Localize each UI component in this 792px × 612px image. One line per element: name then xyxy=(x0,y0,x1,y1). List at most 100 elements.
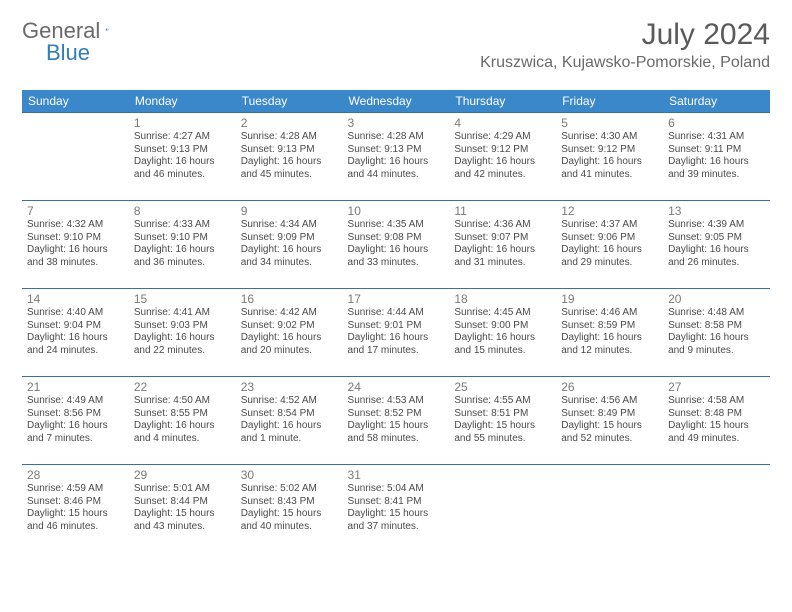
day-number: 14 xyxy=(27,292,124,306)
day-info: Sunrise: 4:32 AMSunset: 9:10 PMDaylight:… xyxy=(27,219,124,269)
day-info: Sunrise: 4:28 AMSunset: 9:13 PMDaylight:… xyxy=(241,131,338,181)
day-info: Sunrise: 4:42 AMSunset: 9:02 PMDaylight:… xyxy=(241,307,338,357)
day-number: 9 xyxy=(241,204,338,218)
day-number: 3 xyxy=(348,116,445,130)
calendar-cell xyxy=(556,465,663,553)
calendar-cell: 12Sunrise: 4:37 AMSunset: 9:06 PMDayligh… xyxy=(556,201,663,289)
calendar-cell: 1Sunrise: 4:27 AMSunset: 9:13 PMDaylight… xyxy=(129,113,236,201)
day-info: Sunrise: 4:58 AMSunset: 8:48 PMDaylight:… xyxy=(668,395,765,445)
weekday-header: Thursday xyxy=(449,90,556,113)
day-number: 10 xyxy=(348,204,445,218)
day-info: Sunrise: 4:45 AMSunset: 9:00 PMDaylight:… xyxy=(454,307,551,357)
day-info: Sunrise: 4:55 AMSunset: 8:51 PMDaylight:… xyxy=(454,395,551,445)
day-number: 17 xyxy=(348,292,445,306)
day-info: Sunrise: 4:50 AMSunset: 8:55 PMDaylight:… xyxy=(134,395,231,445)
calendar-cell: 16Sunrise: 4:42 AMSunset: 9:02 PMDayligh… xyxy=(236,289,343,377)
day-number: 15 xyxy=(134,292,231,306)
logo-text-blue: Blue xyxy=(46,40,90,65)
day-number: 16 xyxy=(241,292,338,306)
day-number: 19 xyxy=(561,292,658,306)
day-info: Sunrise: 4:44 AMSunset: 9:01 PMDaylight:… xyxy=(348,307,445,357)
day-number: 21 xyxy=(27,380,124,394)
weekday-header: Monday xyxy=(129,90,236,113)
day-info: Sunrise: 4:48 AMSunset: 8:58 PMDaylight:… xyxy=(668,307,765,357)
calendar-cell: 31Sunrise: 5:04 AMSunset: 8:41 PMDayligh… xyxy=(343,465,450,553)
day-number: 7 xyxy=(27,204,124,218)
day-number: 8 xyxy=(134,204,231,218)
calendar-cell: 7Sunrise: 4:32 AMSunset: 9:10 PMDaylight… xyxy=(22,201,129,289)
day-info: Sunrise: 4:35 AMSunset: 9:08 PMDaylight:… xyxy=(348,219,445,269)
calendar-week-row: 21Sunrise: 4:49 AMSunset: 8:56 PMDayligh… xyxy=(22,377,770,465)
calendar-cell: 8Sunrise: 4:33 AMSunset: 9:10 PMDaylight… xyxy=(129,201,236,289)
calendar-cell: 4Sunrise: 4:29 AMSunset: 9:12 PMDaylight… xyxy=(449,113,556,201)
day-number: 1 xyxy=(134,116,231,130)
day-info: Sunrise: 5:01 AMSunset: 8:44 PMDaylight:… xyxy=(134,483,231,533)
calendar-cell: 21Sunrise: 4:49 AMSunset: 8:56 PMDayligh… xyxy=(22,377,129,465)
day-number: 31 xyxy=(348,468,445,482)
day-info: Sunrise: 4:29 AMSunset: 9:12 PMDaylight:… xyxy=(454,131,551,181)
title-block: July 2024 Kruszwica, Kujawsko-Pomorskie,… xyxy=(480,18,770,72)
weekday-header: Sunday xyxy=(22,90,129,113)
calendar-cell: 22Sunrise: 4:50 AMSunset: 8:55 PMDayligh… xyxy=(129,377,236,465)
calendar-cell: 2Sunrise: 4:28 AMSunset: 9:13 PMDaylight… xyxy=(236,113,343,201)
day-number: 18 xyxy=(454,292,551,306)
day-info: Sunrise: 4:36 AMSunset: 9:07 PMDaylight:… xyxy=(454,219,551,269)
day-info: Sunrise: 4:30 AMSunset: 9:12 PMDaylight:… xyxy=(561,131,658,181)
weekday-header: Saturday xyxy=(663,90,770,113)
calendar-table: SundayMondayTuesdayWednesdayThursdayFrid… xyxy=(22,90,770,553)
day-info: Sunrise: 4:53 AMSunset: 8:52 PMDaylight:… xyxy=(348,395,445,445)
calendar-cell: 25Sunrise: 4:55 AMSunset: 8:51 PMDayligh… xyxy=(449,377,556,465)
logo-blue-wrap: Blue xyxy=(46,40,90,66)
calendar-cell xyxy=(22,113,129,201)
day-info: Sunrise: 4:28 AMSunset: 9:13 PMDaylight:… xyxy=(348,131,445,181)
calendar-cell xyxy=(449,465,556,553)
day-info: Sunrise: 4:41 AMSunset: 9:03 PMDaylight:… xyxy=(134,307,231,357)
calendar-week-row: 28Sunrise: 4:59 AMSunset: 8:46 PMDayligh… xyxy=(22,465,770,553)
day-info: Sunrise: 5:04 AMSunset: 8:41 PMDaylight:… xyxy=(348,483,445,533)
calendar-cell: 9Sunrise: 4:34 AMSunset: 9:09 PMDaylight… xyxy=(236,201,343,289)
weekday-header: Wednesday xyxy=(343,90,450,113)
calendar-cell: 24Sunrise: 4:53 AMSunset: 8:52 PMDayligh… xyxy=(343,377,450,465)
day-number: 30 xyxy=(241,468,338,482)
day-info: Sunrise: 4:37 AMSunset: 9:06 PMDaylight:… xyxy=(561,219,658,269)
calendar-cell: 30Sunrise: 5:02 AMSunset: 8:43 PMDayligh… xyxy=(236,465,343,553)
day-number: 5 xyxy=(561,116,658,130)
location: Kruszwica, Kujawsko-Pomorskie, Poland xyxy=(480,54,770,72)
day-info: Sunrise: 4:31 AMSunset: 9:11 PMDaylight:… xyxy=(668,131,765,181)
calendar-cell: 10Sunrise: 4:35 AMSunset: 9:08 PMDayligh… xyxy=(343,201,450,289)
day-info: Sunrise: 5:02 AMSunset: 8:43 PMDaylight:… xyxy=(241,483,338,533)
calendar-cell: 17Sunrise: 4:44 AMSunset: 9:01 PMDayligh… xyxy=(343,289,450,377)
day-number: 6 xyxy=(668,116,765,130)
day-info: Sunrise: 4:34 AMSunset: 9:09 PMDaylight:… xyxy=(241,219,338,269)
calendar-week-row: 14Sunrise: 4:40 AMSunset: 9:04 PMDayligh… xyxy=(22,289,770,377)
calendar-cell: 3Sunrise: 4:28 AMSunset: 9:13 PMDaylight… xyxy=(343,113,450,201)
day-number: 12 xyxy=(561,204,658,218)
calendar-cell: 23Sunrise: 4:52 AMSunset: 8:54 PMDayligh… xyxy=(236,377,343,465)
day-number: 2 xyxy=(241,116,338,130)
calendar-cell: 13Sunrise: 4:39 AMSunset: 9:05 PMDayligh… xyxy=(663,201,770,289)
day-number: 27 xyxy=(668,380,765,394)
calendar-cell: 19Sunrise: 4:46 AMSunset: 8:59 PMDayligh… xyxy=(556,289,663,377)
day-number: 28 xyxy=(27,468,124,482)
day-info: Sunrise: 4:59 AMSunset: 8:46 PMDaylight:… xyxy=(27,483,124,533)
logo-sail-icon xyxy=(105,19,109,39)
day-number: 24 xyxy=(348,380,445,394)
day-info: Sunrise: 4:49 AMSunset: 8:56 PMDaylight:… xyxy=(27,395,124,445)
calendar-cell: 11Sunrise: 4:36 AMSunset: 9:07 PMDayligh… xyxy=(449,201,556,289)
day-number: 29 xyxy=(134,468,231,482)
calendar-cell: 18Sunrise: 4:45 AMSunset: 9:00 PMDayligh… xyxy=(449,289,556,377)
day-number: 25 xyxy=(454,380,551,394)
calendar-cell: 15Sunrise: 4:41 AMSunset: 9:03 PMDayligh… xyxy=(129,289,236,377)
day-number: 13 xyxy=(668,204,765,218)
month-title: July 2024 xyxy=(480,18,770,52)
day-number: 4 xyxy=(454,116,551,130)
weekday-header-row: SundayMondayTuesdayWednesdayThursdayFrid… xyxy=(22,90,770,113)
calendar-cell: 5Sunrise: 4:30 AMSunset: 9:12 PMDaylight… xyxy=(556,113,663,201)
calendar-cell: 6Sunrise: 4:31 AMSunset: 9:11 PMDaylight… xyxy=(663,113,770,201)
day-number: 11 xyxy=(454,204,551,218)
day-number: 22 xyxy=(134,380,231,394)
day-number: 20 xyxy=(668,292,765,306)
day-number: 26 xyxy=(561,380,658,394)
day-info: Sunrise: 4:56 AMSunset: 8:49 PMDaylight:… xyxy=(561,395,658,445)
calendar-cell: 14Sunrise: 4:40 AMSunset: 9:04 PMDayligh… xyxy=(22,289,129,377)
